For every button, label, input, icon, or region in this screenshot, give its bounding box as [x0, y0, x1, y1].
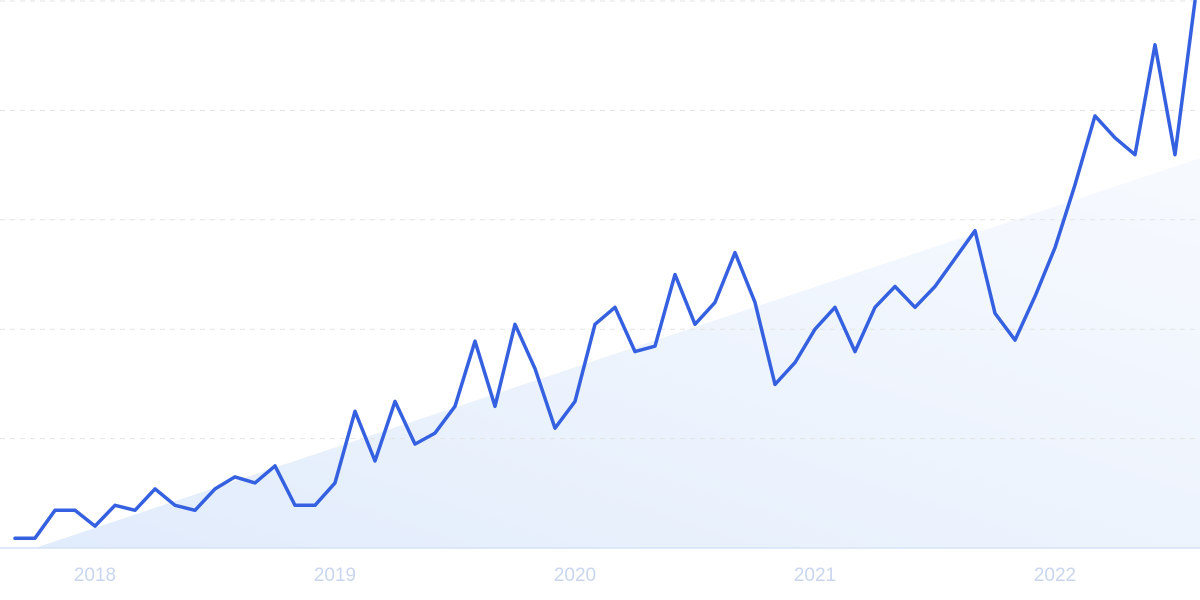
x-tick-label: 2018 — [74, 565, 116, 586]
x-tick-label: 2021 — [794, 565, 836, 586]
x-tick-label: 2019 — [314, 565, 356, 586]
x-tick-label: 2022 — [1034, 565, 1076, 586]
x-tick-label: 2020 — [554, 565, 596, 586]
data-line — [13, 0, 1197, 540]
trend-area — [35, 158, 1200, 548]
